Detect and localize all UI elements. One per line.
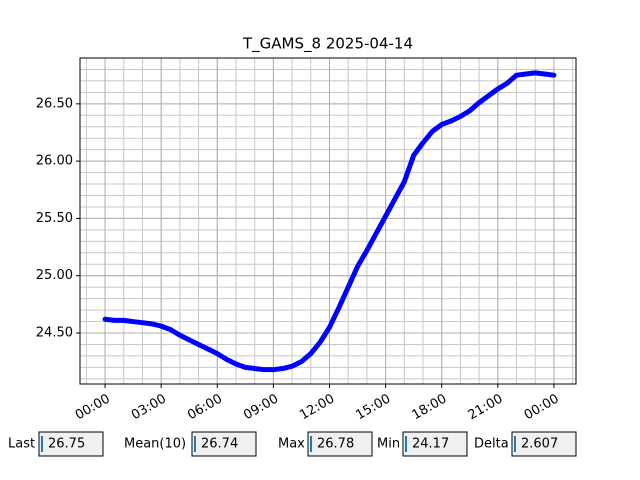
stat-label: Last bbox=[8, 437, 35, 452]
stat-label: Min bbox=[377, 437, 400, 452]
y-tick-label: 24.50 bbox=[36, 326, 73, 341]
x-tick-label: 03:00 bbox=[129, 392, 169, 424]
y-tick-label: 26.00 bbox=[36, 154, 73, 169]
stat-label: Delta bbox=[474, 437, 509, 452]
plot-frame bbox=[79, 57, 577, 385]
y-tick-label: 26.50 bbox=[36, 96, 73, 111]
stat-value: 24.17 bbox=[412, 437, 449, 452]
stat-box[interactable] bbox=[402, 431, 468, 457]
y-tick-label: 25.50 bbox=[36, 211, 73, 226]
x-tick-label: 21:00 bbox=[466, 392, 506, 424]
stat-label: Mean(10) bbox=[124, 437, 186, 452]
stat-value: 26.75 bbox=[48, 437, 85, 452]
stat-box[interactable] bbox=[307, 431, 373, 457]
x-tick-label: 09:00 bbox=[241, 392, 281, 424]
chart-title: T_GAMS_8 2025-04-14 bbox=[242, 35, 413, 54]
stat-box[interactable] bbox=[511, 431, 577, 457]
stat-box[interactable] bbox=[38, 431, 104, 457]
stat-label: Max bbox=[278, 437, 305, 452]
stat-value: 26.78 bbox=[317, 437, 354, 452]
x-tick-label: 00:00 bbox=[73, 392, 113, 424]
x-tick-label: 00:00 bbox=[522, 392, 562, 424]
stat-value: 26.74 bbox=[201, 437, 238, 452]
stat-box[interactable] bbox=[191, 431, 257, 457]
stat-value: 2.607 bbox=[521, 437, 558, 452]
x-tick-label: 12:00 bbox=[297, 392, 337, 424]
y-tick-label: 25.00 bbox=[36, 268, 73, 283]
x-tick-label: 06:00 bbox=[185, 392, 225, 424]
x-tick-label: 18:00 bbox=[410, 392, 450, 424]
x-tick-label: 15:00 bbox=[353, 392, 393, 424]
data-line bbox=[102, 70, 557, 373]
